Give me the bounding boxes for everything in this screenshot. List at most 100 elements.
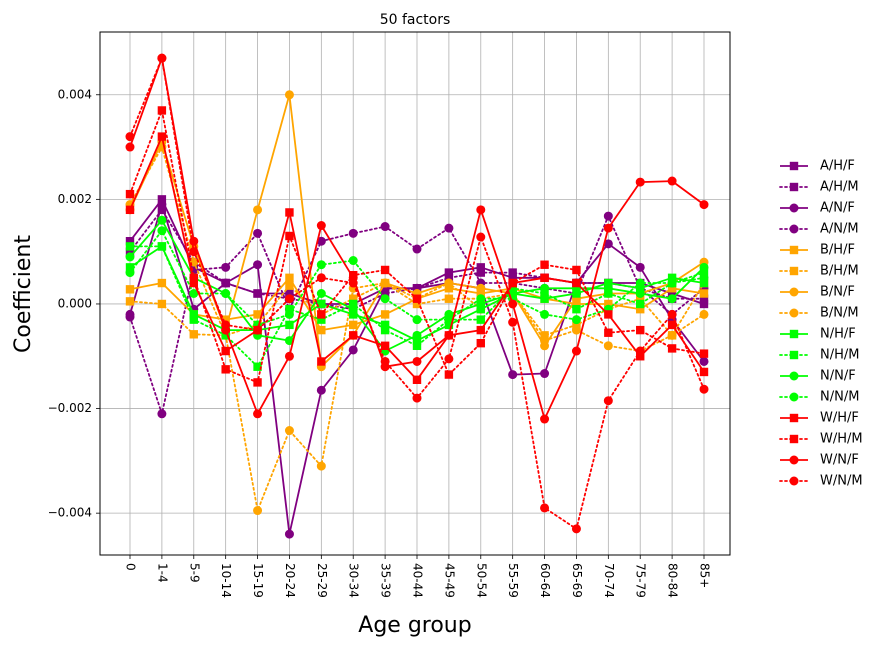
data-point-circle <box>789 224 799 234</box>
data-point-circle <box>125 132 135 142</box>
data-point-square <box>636 284 645 293</box>
legend-item: N/N/M <box>779 390 859 405</box>
data-point-circle <box>316 236 326 246</box>
data-point-square <box>221 331 230 340</box>
data-point-circle <box>316 289 326 298</box>
data-point-circle <box>603 283 613 293</box>
legend-label: N/N/M <box>820 390 859 405</box>
data-point-circle <box>316 461 326 471</box>
data-point-circle <box>253 506 263 516</box>
data-point-square <box>572 289 581 298</box>
data-point-square <box>572 320 581 330</box>
x-tick-label: 85+ <box>698 563 712 588</box>
data-point-circle <box>125 268 135 278</box>
data-point-square <box>789 245 799 255</box>
data-point-square <box>157 132 167 141</box>
data-point-square <box>636 352 645 361</box>
data-point-square <box>285 273 294 283</box>
data-point-square <box>667 284 677 293</box>
data-point-square <box>412 299 422 309</box>
data-point-circle <box>444 278 454 288</box>
data-point-circle <box>667 176 677 186</box>
data-point-circle <box>789 308 799 318</box>
data-point-square <box>540 294 549 303</box>
data-point-circle <box>189 247 199 257</box>
data-point-circle <box>221 278 231 288</box>
legend-label: A/N/M <box>820 222 859 237</box>
data-point-circle <box>348 256 358 266</box>
data-point-square <box>444 294 454 303</box>
y-tick-label: −0.004 <box>48 506 92 520</box>
data-point-square <box>476 338 485 348</box>
legend-item: B/N/M <box>779 306 859 321</box>
x-tick-label: 70-74 <box>602 563 616 598</box>
data-point-square <box>285 320 294 330</box>
data-point-circle <box>412 244 422 254</box>
data-point-circle <box>540 336 550 346</box>
data-point-circle <box>348 345 358 355</box>
legend-item: B/H/M <box>779 264 859 279</box>
legend-item: W/N/F <box>780 453 859 468</box>
data-point-circle <box>284 309 294 319</box>
legend-label: N/H/M <box>820 348 859 363</box>
data-point-circle <box>253 205 263 215</box>
data-point-square <box>221 346 230 356</box>
data-point-square <box>789 329 799 339</box>
data-point-circle <box>508 299 518 309</box>
data-point-square <box>412 294 422 303</box>
data-point-square <box>667 273 677 283</box>
legend-label: N/H/F <box>820 327 856 342</box>
data-point-square <box>380 310 390 319</box>
data-point-square <box>253 362 262 371</box>
data-point-square <box>699 349 709 358</box>
data-point-square <box>508 273 517 283</box>
data-point-square <box>667 320 677 330</box>
data-point-square <box>349 331 358 340</box>
y-tick-label: 0.004 <box>58 87 92 101</box>
series-n-n-m <box>125 226 709 330</box>
x-tick-label: 5-9 <box>187 563 201 583</box>
data-point-circle <box>125 252 135 262</box>
data-point-circle <box>316 221 326 231</box>
data-point-circle <box>476 205 486 215</box>
data-point-circle <box>699 356 709 366</box>
data-point-square <box>789 266 799 276</box>
data-point-circle <box>380 278 390 288</box>
data-point-square <box>349 294 358 303</box>
data-point-square <box>285 231 294 241</box>
data-point-circle <box>699 273 709 283</box>
data-point-circle <box>540 309 550 319</box>
legend-label: B/H/M <box>820 264 859 279</box>
y-tick-label: 0.000 <box>58 296 92 310</box>
data-point-square <box>789 350 799 360</box>
data-point-circle <box>667 309 677 319</box>
data-point-square <box>444 268 454 277</box>
data-point-circle <box>125 312 135 322</box>
data-point-circle <box>540 369 550 379</box>
data-point-circle <box>284 351 294 361</box>
y-tick-label: −0.002 <box>48 401 92 415</box>
legend-label: W/H/M <box>820 432 863 447</box>
data-point-square <box>444 284 454 293</box>
data-point-circle <box>699 384 709 394</box>
data-point-circle <box>476 232 486 242</box>
data-point-square <box>699 367 709 377</box>
x-tick-label: 0 <box>124 563 138 571</box>
data-point-circle <box>571 315 581 325</box>
data-point-square <box>189 273 198 283</box>
data-point-circle <box>221 262 231 272</box>
legend-label: A/H/M <box>820 180 859 195</box>
data-point-square <box>285 289 294 298</box>
data-point-square <box>125 247 135 256</box>
data-point-circle <box>635 262 645 272</box>
data-point-square <box>604 278 613 288</box>
data-point-square <box>317 325 326 335</box>
data-point-square <box>540 331 549 340</box>
data-point-circle <box>789 455 799 465</box>
data-point-circle <box>444 223 454 233</box>
data-point-circle <box>253 325 263 335</box>
legend-item: W/H/M <box>779 432 863 447</box>
data-point-square <box>125 205 135 215</box>
data-point-circle <box>571 524 581 534</box>
data-point-square <box>285 208 294 217</box>
